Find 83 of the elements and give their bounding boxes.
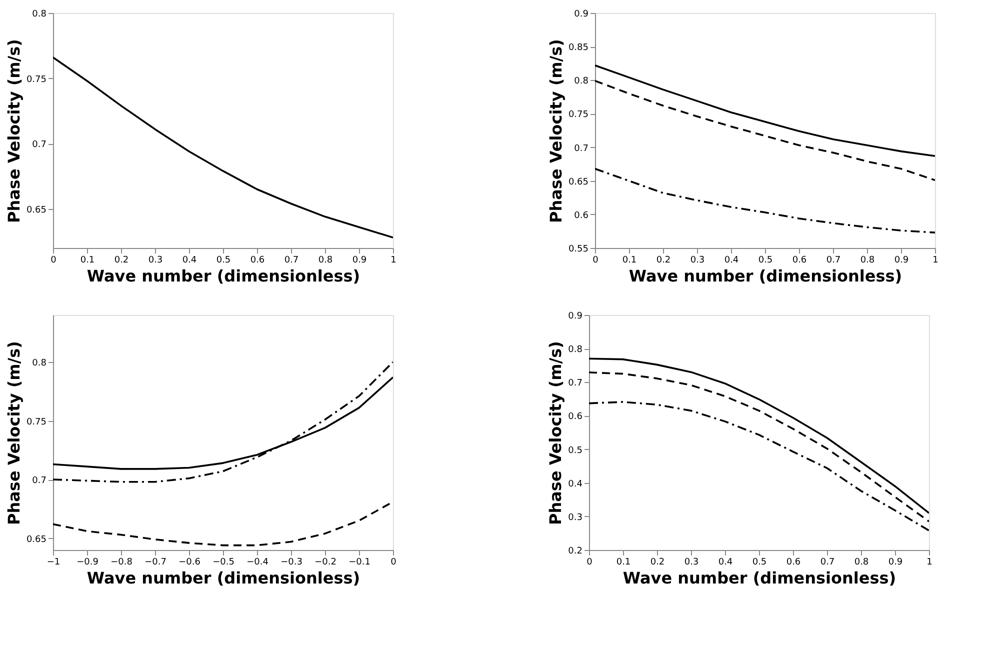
x-tick-label: 0.8 bbox=[854, 558, 869, 568]
line-series bbox=[53, 500, 393, 546]
x-tick-label: 0.2 bbox=[656, 256, 671, 266]
x-tick-label: 0.1 bbox=[80, 256, 95, 266]
x-tick-label: 0.4 bbox=[724, 256, 739, 266]
line-series bbox=[53, 361, 393, 483]
x-axis-title: Wave number (dimensionless) bbox=[86, 266, 360, 286]
y-axis-title: Phase Velocity (m/s) bbox=[4, 341, 24, 525]
y-tick-label: 0.7 bbox=[32, 140, 46, 150]
x-tick-label: 0.9 bbox=[894, 256, 909, 266]
line-series bbox=[595, 64, 935, 157]
y-axis-title: Phase Velocity (m/s) bbox=[4, 39, 24, 223]
y-tick-label: 0.75 bbox=[568, 110, 588, 120]
x-tick-label: 0.5 bbox=[752, 558, 767, 568]
y-tick-label: 0.2 bbox=[568, 546, 582, 556]
x-tick-label: −0.8 bbox=[110, 558, 133, 568]
x-tick-label: 0.3 bbox=[690, 256, 705, 266]
x-tick-label: −0.9 bbox=[76, 558, 99, 568]
x-tick-label: 0.7 bbox=[826, 256, 841, 266]
x-tick-label: 0 bbox=[390, 558, 397, 568]
y-tick-label: 0.7 bbox=[32, 476, 46, 486]
x-tick-label: −0.2 bbox=[314, 558, 336, 568]
x-tick-label: 0.5 bbox=[758, 256, 773, 266]
y-tick-label: 0.65 bbox=[26, 534, 46, 545]
x-tick-label: 0.6 bbox=[792, 256, 807, 266]
y-tick-label: 0.75 bbox=[26, 74, 46, 85]
y-tick-label: 0.65 bbox=[568, 177, 588, 188]
y-tick-label: 0.55 bbox=[568, 244, 588, 254]
line-series bbox=[589, 401, 929, 532]
x-tick-label: 0.1 bbox=[622, 256, 637, 266]
x-tick-label: 0.8 bbox=[318, 256, 333, 266]
y-tick-label: 0.8 bbox=[568, 345, 583, 356]
x-tick-label: 0.3 bbox=[684, 558, 699, 568]
y-tick-label: 0.8 bbox=[32, 10, 47, 20]
y-tick-label: 0.7 bbox=[568, 378, 582, 389]
x-tick-label: 0.2 bbox=[650, 558, 665, 568]
y-tick-label: 0.75 bbox=[26, 417, 46, 428]
x-tick-label: −1 bbox=[46, 558, 60, 568]
x-tick-label: 0.9 bbox=[888, 558, 903, 568]
y-tick-label: 0.8 bbox=[32, 358, 47, 368]
x-tick-label: 0 bbox=[586, 558, 593, 568]
x-tick-label: −0.6 bbox=[178, 558, 201, 568]
y-tick-label: 0.85 bbox=[568, 43, 588, 54]
x-tick-label: −0.7 bbox=[144, 558, 166, 568]
line-series bbox=[53, 56, 393, 238]
x-tick-label: 1 bbox=[926, 558, 932, 568]
y-tick-label: 0.9 bbox=[568, 312, 583, 322]
x-tick-label: 0.1 bbox=[616, 558, 631, 568]
y-tick-label: 0.4 bbox=[568, 479, 583, 490]
x-tick-label: 0.4 bbox=[718, 558, 733, 568]
y-tick-label: 0.9 bbox=[574, 10, 589, 20]
x-axis-title: Wave number (dimensionless) bbox=[86, 568, 360, 588]
y-axis-title: Phase Velocity (m/s) bbox=[546, 39, 566, 223]
y-tick-label: 0.5 bbox=[568, 446, 582, 456]
x-tick-label: 1 bbox=[390, 256, 396, 266]
x-tick-label: 1 bbox=[932, 256, 938, 266]
y-tick-label: 0.65 bbox=[26, 205, 46, 216]
y-tick-label: 0.7 bbox=[574, 144, 588, 154]
x-tick-label: 0.9 bbox=[352, 256, 367, 266]
x-tick-label: 0.5 bbox=[216, 256, 231, 266]
x-axis-title: Wave number (dimensionless) bbox=[622, 568, 896, 588]
x-tick-label: −0.4 bbox=[246, 558, 269, 568]
x-axis-title: Wave number (dimensionless) bbox=[628, 266, 902, 286]
x-tick-label: 0 bbox=[592, 256, 599, 266]
x-tick-label: 0 bbox=[50, 256, 57, 266]
x-tick-label: −0.3 bbox=[280, 558, 302, 568]
x-tick-label: 0.4 bbox=[182, 256, 197, 266]
line-series bbox=[595, 168, 935, 234]
x-tick-label: −0.1 bbox=[348, 558, 370, 568]
x-tick-label: 0.8 bbox=[860, 256, 875, 266]
y-tick-label: 0.6 bbox=[568, 412, 583, 422]
x-tick-label: 0.2 bbox=[114, 256, 129, 266]
y-axis-title: Phase Velocity (m/s) bbox=[546, 341, 566, 525]
x-tick-label: 0.3 bbox=[148, 256, 163, 266]
x-tick-label: 0.6 bbox=[250, 256, 265, 266]
y-tick-label: 0.8 bbox=[574, 76, 589, 87]
y-tick-label: 0.6 bbox=[574, 210, 589, 221]
x-tick-label: 0.6 bbox=[786, 558, 801, 568]
line-series bbox=[595, 80, 935, 182]
x-tick-label: 0.7 bbox=[820, 558, 835, 568]
x-tick-label: 0.7 bbox=[284, 256, 299, 266]
y-tick-label: 0.3 bbox=[568, 512, 582, 523]
x-tick-label: −0.5 bbox=[212, 558, 234, 568]
